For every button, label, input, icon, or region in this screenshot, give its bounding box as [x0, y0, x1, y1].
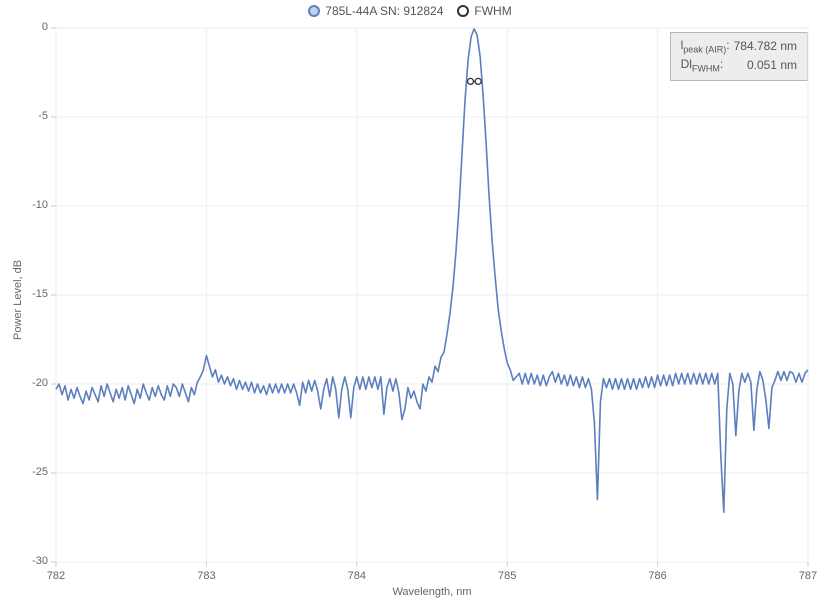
y-tick-label: -10: [8, 199, 48, 211]
y-tick-label: -5: [8, 110, 48, 122]
x-tick-label: 786: [638, 570, 678, 582]
x-tick-label: 787: [788, 570, 820, 582]
y-tick-label: 0: [8, 21, 48, 33]
x-tick-label: 782: [36, 570, 76, 582]
y-tick-label: -20: [8, 377, 48, 389]
y-tick-label: -25: [8, 466, 48, 478]
chart-container: 785L-44A SN: 912824 FWHM lpeak (AIR): 78…: [0, 0, 820, 600]
x-tick-label: 783: [186, 570, 226, 582]
y-tick-label: -30: [8, 555, 48, 567]
x-tick-label: 785: [487, 570, 527, 582]
x-tick-label: 784: [337, 570, 377, 582]
plot-svg: [0, 0, 820, 600]
y-tick-label: -15: [8, 288, 48, 300]
